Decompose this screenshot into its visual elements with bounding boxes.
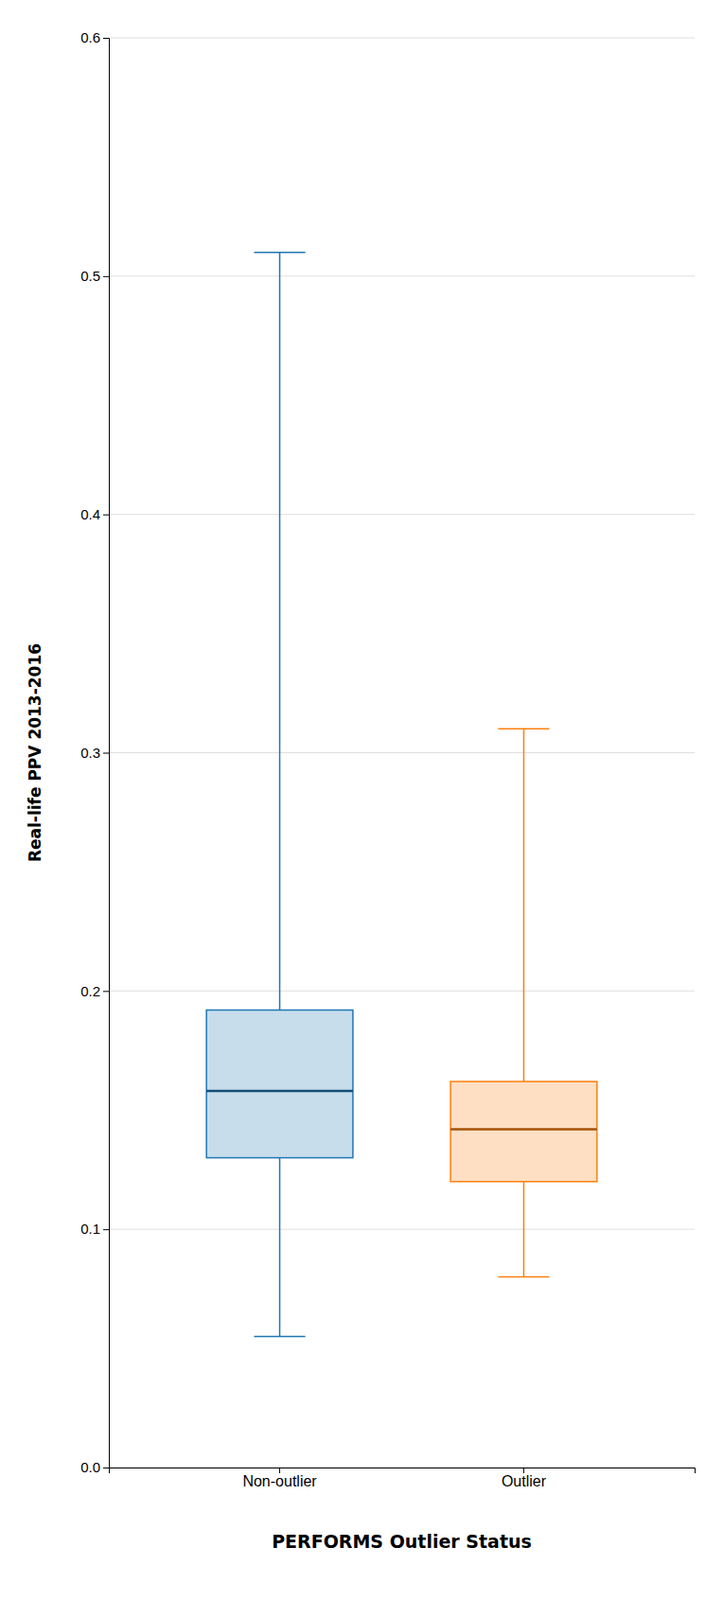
grid-line (108, 990, 695, 992)
upper-cap (497, 728, 549, 731)
y-tick-mark (103, 990, 109, 992)
chart-container: 0.0 0.1 0.2 0.3 0.4 0.5 0.6 Non-outlier Outlier R… (0, 0, 723, 1600)
y-tick-label: 0.5 (80, 267, 101, 284)
box-group (450, 728, 598, 1277)
upper-whisker (279, 252, 282, 1011)
x-tick-mark (279, 1467, 281, 1474)
y-tick: 0.6 (80, 29, 109, 46)
lower-whisker (279, 1158, 282, 1338)
grid (108, 37, 695, 1468)
y-axis-title: Real-life PPV 2013-2016 (25, 643, 45, 863)
y-tick: 0.4 (80, 506, 109, 523)
y-tick-mark (103, 276, 109, 278)
upper-cap (253, 251, 305, 254)
y-tick-label: 0.1 (80, 1220, 101, 1237)
lower-cap (497, 1276, 549, 1279)
y-tick: 0.3 (80, 744, 109, 761)
x-tick-mark (523, 1467, 525, 1474)
upper-whisker (523, 728, 526, 1082)
marks (206, 252, 598, 1338)
grid-line (108, 513, 695, 515)
y-tick: 0.2 (80, 983, 109, 1000)
x-axis: Non-outlier Outlier (109, 1467, 696, 1490)
y-axis-line (103, 38, 110, 1469)
x-tick-label: Outlier (501, 1473, 547, 1490)
y-axis: 0.0 0.1 0.2 0.3 0.4 0.5 0.6 (80, 29, 109, 1476)
x-tick-label: Non-outlier (242, 1473, 318, 1490)
x-tick: Non-outlier (242, 1467, 318, 1490)
median (450, 1128, 598, 1131)
y-tick: 0.5 (80, 267, 109, 284)
box (206, 1009, 353, 1158)
grid-line (108, 275, 695, 277)
y-tick-mark (103, 1229, 109, 1231)
grid-line (108, 37, 695, 39)
y-tick-label: 0.4 (80, 506, 101, 523)
x-axis-title: PERFORMS Outlier Status (271, 1531, 532, 1552)
x-tick: Outlier (501, 1467, 547, 1490)
y-tick-mark (103, 514, 109, 516)
y-tick-mark (103, 1467, 109, 1469)
lower-whisker (523, 1181, 526, 1278)
grid-line (108, 752, 695, 754)
y-tick-label: 0.2 (80, 983, 101, 1000)
median (206, 1090, 353, 1094)
y-tick-mark (103, 37, 109, 39)
box (450, 1081, 598, 1182)
y-tick-label: 0.3 (80, 744, 101, 761)
y-tick-label: 0.6 (80, 29, 101, 46)
grid-line (108, 1229, 695, 1231)
x-axis-line (109, 1468, 696, 1475)
y-tick: 0.0 (80, 1459, 109, 1476)
chart-svg: 0.0 0.1 0.2 0.3 0.4 0.5 0.6 Non-outlier Outlier R… (0, 0, 723, 1600)
box-group (206, 252, 353, 1338)
lower-cap (253, 1336, 305, 1339)
y-tick-mark (103, 753, 109, 755)
y-tick-label: 0.0 (80, 1459, 101, 1476)
y-tick: 0.1 (80, 1220, 109, 1237)
